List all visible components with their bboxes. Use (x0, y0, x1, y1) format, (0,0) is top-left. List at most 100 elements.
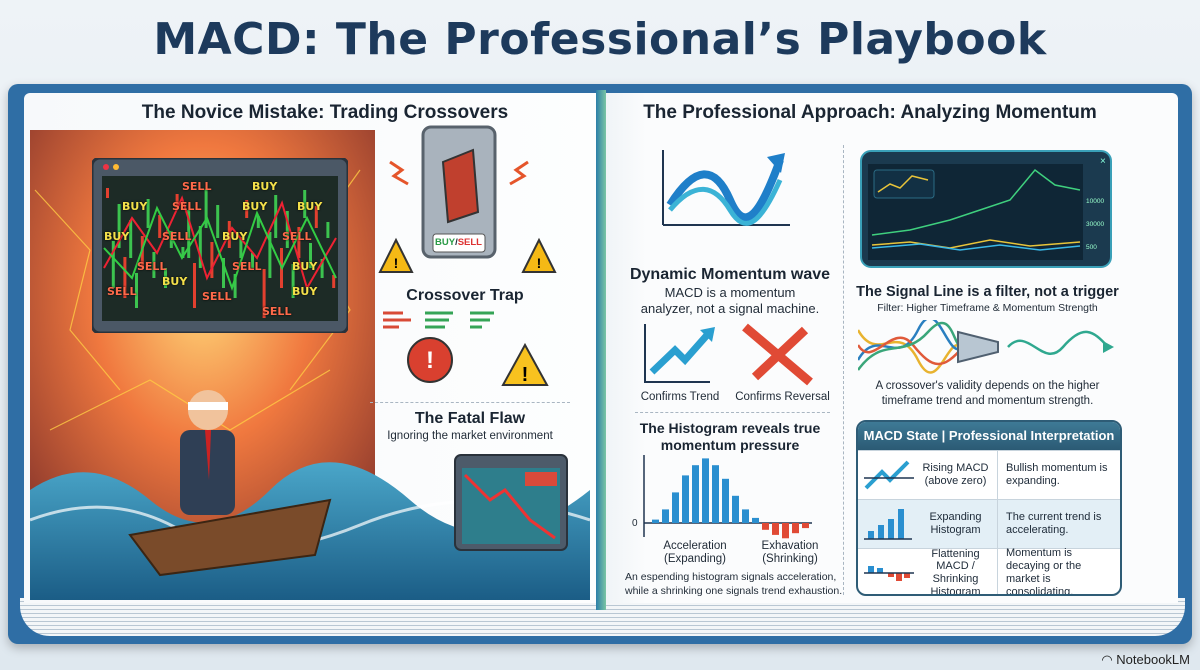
warning-icons: ! ! (383, 311, 549, 386)
signal-chart-ticks: 10000 30000 500 (1086, 190, 1104, 259)
shrinking-histogram-icon (864, 566, 914, 581)
rising-trend-icon (864, 460, 914, 490)
candle (117, 204, 121, 248)
monitor-signal-label: SELL (282, 230, 312, 243)
monitor-signal-label: SELL (107, 285, 137, 298)
brand-name: NotebookLM (1116, 652, 1190, 667)
monitor-signal-label: SELL (137, 260, 167, 273)
right-page-heading: The Professional Approach: Analyzing Mom… (643, 102, 1097, 123)
svg-text:!: ! (394, 255, 399, 271)
tick-label: 10000 (1086, 198, 1105, 205)
signal-title: The Signal Line is a filter, not a trigg… (856, 284, 1119, 300)
expanding-histogram-icon (864, 509, 912, 540)
histogram-label-acceleration: Acceleration (663, 540, 727, 552)
candle (198, 226, 202, 268)
candle (297, 227, 301, 258)
histogram-bar (792, 523, 799, 534)
brand-watermark: ◠ NotebookLM (1101, 652, 1190, 668)
tick-label: 30000 (1086, 221, 1105, 228)
histogram-bar (722, 478, 729, 523)
signal-chart-window: × (860, 150, 1112, 268)
signal-subtitle: Filter: Higher Timeframe & Momentum Stre… (877, 302, 1098, 314)
candle (187, 210, 191, 258)
divider (635, 412, 830, 413)
monitor-signal-label: SELL (202, 290, 232, 303)
candle (233, 274, 237, 298)
candle (268, 232, 272, 278)
trend-reversal-icons (644, 323, 813, 386)
monitor-signal-label: BUY (104, 230, 130, 243)
monitor-signal-label: BUY (122, 200, 148, 213)
candle (326, 222, 330, 238)
macd-interpretation-table: MACD State | Professional Interpretation… (856, 420, 1122, 596)
table-row: Expanding Histogram The current trend is… (858, 499, 1120, 548)
candle (303, 190, 307, 218)
left-page-heading: The Novice Mistake: Trading Crossovers (141, 102, 509, 123)
svg-text:!: ! (537, 255, 542, 271)
table-interpretation: Bullish momentum is expanding. (1006, 461, 1108, 487)
monitor-signal-label: SELL (172, 200, 202, 213)
table-header: MACD State | Professional Interpretation (858, 422, 1120, 450)
histogram-bar (682, 475, 689, 523)
crossover-trap-title: Crossover Trap (406, 287, 524, 304)
histogram-bar (752, 517, 759, 523)
momentum-title: Dynamic Momentum wave (629, 266, 831, 283)
confirms-reversal-label: Confirms Reversal (735, 391, 830, 403)
warning-icon (501, 342, 549, 386)
candle (164, 268, 167, 288)
table-state: Flattening MACD / Shrinking Histogram (930, 547, 981, 596)
histogram-bar (652, 519, 659, 523)
fatal-flaw-title: The Fatal Flaw (414, 410, 526, 427)
tick-label: 500 (1086, 244, 1097, 251)
fatal-flaw-subtitle: Ignoring the market environment (387, 430, 553, 442)
confirms-trend-label: Confirms Trend (640, 391, 720, 403)
trend-up-icon (649, 331, 711, 375)
histogram-bar (662, 509, 669, 523)
candle (135, 273, 138, 308)
histogram-label-exhaustion: Exhavation (761, 540, 819, 552)
histogram-label-expanding: (Expanding) (663, 553, 726, 565)
svg-text:!: ! (522, 364, 529, 386)
candle (175, 194, 179, 208)
monitor-signal-label: SELL (162, 230, 192, 243)
histogram-title-2: momentum pressure (660, 437, 800, 453)
candle (158, 215, 162, 238)
book-spine (596, 90, 606, 610)
histogram-bar (772, 523, 779, 535)
reversal-x-icon (742, 323, 813, 386)
histogram-bar (762, 523, 769, 530)
histogram-caption-2: while a shrinking one signals trend exha… (625, 585, 843, 597)
candle (239, 237, 243, 258)
signal-caption-2: timeframe trend and momentum strength. (881, 395, 1094, 407)
momentum-wave-icon (662, 150, 790, 226)
monitor-signal-label: SELL (182, 180, 212, 193)
histogram-bar (692, 465, 699, 523)
candle (152, 252, 156, 278)
candle (106, 188, 109, 198)
histogram-bar (702, 458, 709, 523)
candle (111, 241, 115, 288)
table-state: Rising MACD (above zero) (922, 462, 989, 487)
divider (370, 402, 570, 403)
candle (146, 199, 150, 228)
switch-buy-label: BUY (435, 237, 456, 248)
monitor-signal-label: BUY (252, 180, 278, 193)
monitor-signal-label: BUY (292, 260, 318, 273)
candle (216, 205, 220, 238)
candle (251, 253, 254, 268)
candle (256, 216, 260, 228)
signal-caption-1: A crossover's validity depends on the hi… (875, 380, 1100, 392)
candle (210, 242, 214, 278)
histogram-illustration (643, 455, 812, 539)
candle (193, 263, 196, 308)
switch-label: BUY/SELL (435, 237, 482, 248)
monitor-signal-label: BUY (242, 200, 268, 213)
histogram-bar (712, 465, 719, 523)
candle (332, 275, 336, 288)
table-interpretation: Momentum is decaying or the market is co… (1006, 546, 1082, 596)
trading-monitor (92, 158, 348, 333)
switch-sell-label: SELL (457, 237, 482, 248)
page-title: MACD: The Professional’s Playbook (153, 14, 1047, 65)
monitor-signal-label: BUY (297, 200, 323, 213)
table-row: Rising MACD (above zero) Bullish momentu… (858, 450, 1120, 499)
